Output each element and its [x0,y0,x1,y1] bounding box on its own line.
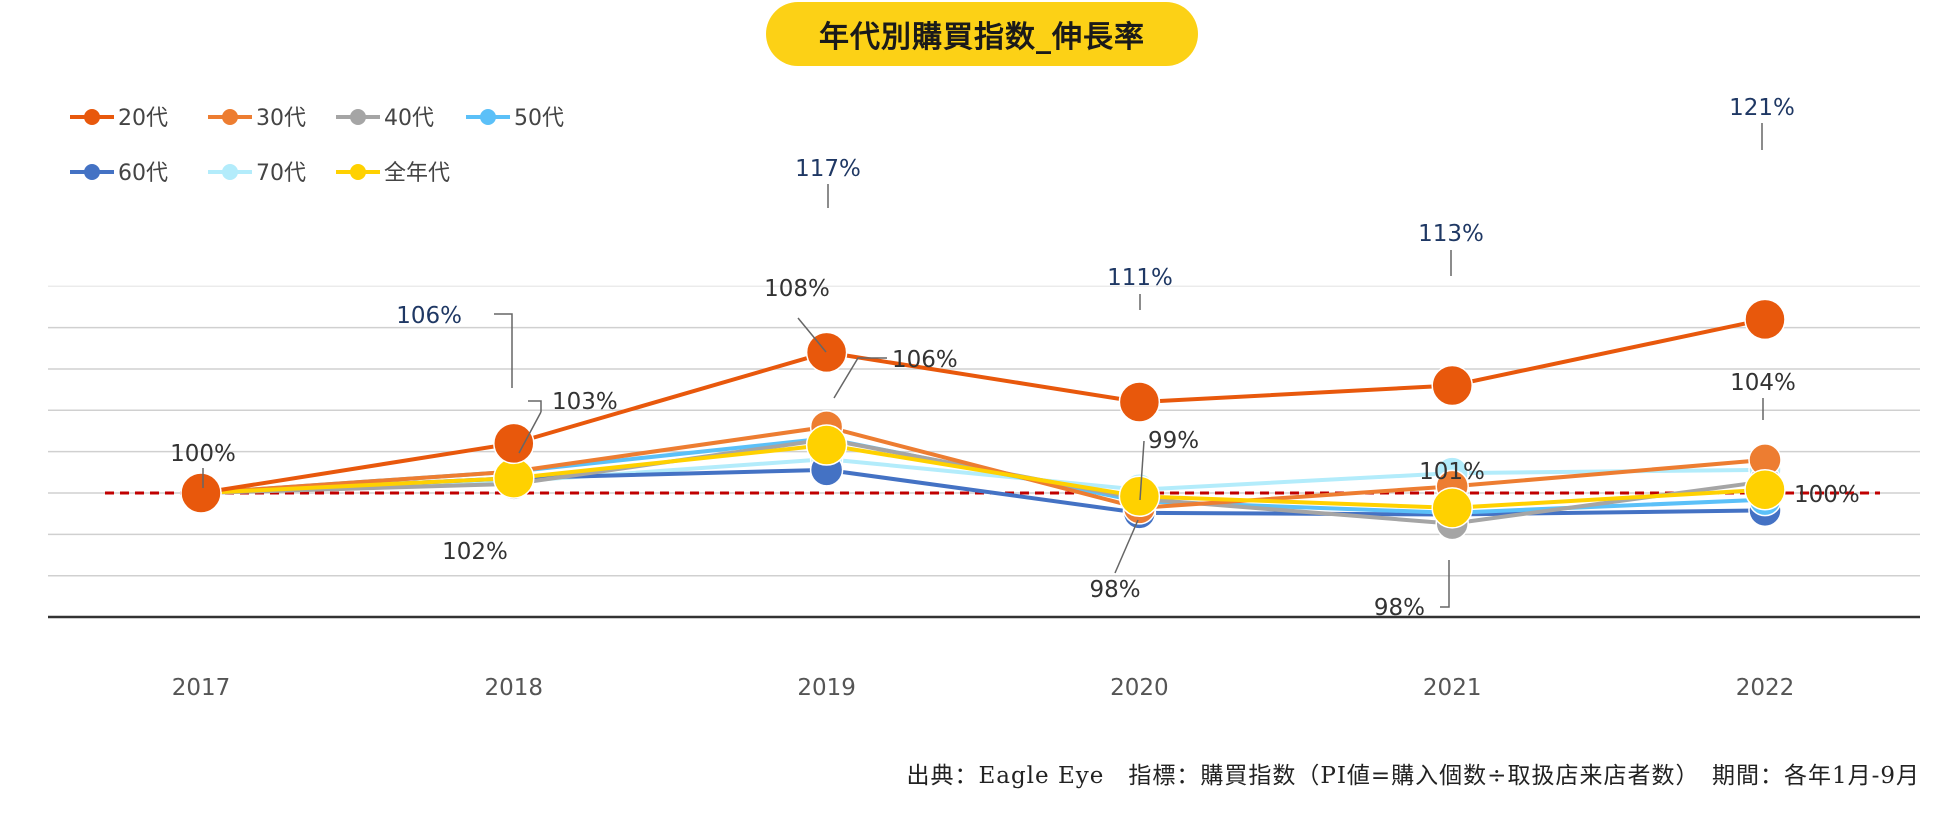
legend-label: 30代 [256,106,306,131]
x-tick-label: 2020 [1110,675,1169,701]
legend-swatch-dot [350,109,366,125]
data-label: 101% [1419,459,1485,485]
legend-label: 60代 [118,161,168,186]
data-label: 103% [552,389,618,415]
data-label-leader [1139,440,1145,501]
legend-label: 20代 [118,106,168,131]
data-label-leader [833,357,887,399]
series-line-30代 [200,424,1766,510]
data-point-20代 [1431,364,1473,407]
legend-swatch-dot [222,109,238,125]
legend-swatch-dot [84,164,100,180]
data-label-leader [494,313,513,388]
data-label: 111% [1107,265,1173,291]
series-line-全年代 [200,443,1766,510]
legend-label: 50代 [514,106,564,131]
data-point-20代 [1744,298,1786,341]
data-label-leader [1440,560,1450,608]
legend-label: 全年代 [384,161,450,186]
series-line-20代 [200,317,1766,495]
data-point-全年代 [1431,487,1473,529]
data-point-20代 [180,472,222,514]
data-label-leader [1114,519,1139,574]
series-line-70代 [200,457,1766,495]
data-label: 113% [1418,221,1484,247]
data-label-leader [528,400,542,412]
legend-swatch-dot [222,164,238,180]
data-point-全年代 [805,424,848,466]
x-tick-label: 2022 [1736,675,1795,701]
source-footer: 出典：Eagle Eye 指標：購買指数（PI値=購入個数÷取扱店来店者数） 期… [906,763,1920,789]
data-point-20代 [1118,381,1161,423]
data-label: 117% [795,156,861,182]
legend-swatch-dot [84,109,100,125]
data-label: 106% [396,303,462,329]
x-tick-label: 2018 [485,675,544,701]
data-label: 121% [1729,95,1795,121]
data-point-20代 [493,422,535,465]
data-label: 104% [1730,370,1796,396]
legend-label: 40代 [384,106,434,131]
data-label: 98% [1374,595,1425,621]
legend-swatch-dot [480,109,496,125]
data-label: 108% [764,276,830,302]
data-point-全年代 [1744,468,1786,511]
data-label: 100% [170,441,236,467]
x-tick-label: 2019 [797,675,856,701]
data-label: 102% [442,539,508,565]
data-label: 106% [892,347,958,373]
data-point-20代 [805,331,848,374]
data-label: 98% [1089,577,1140,603]
x-tick-label: 2017 [172,675,231,701]
legend-label: 70代 [256,161,306,186]
data-label: 99% [1148,428,1199,454]
x-tick-label: 2021 [1423,675,1482,701]
data-label: 100% [1794,482,1860,508]
legend-swatch-dot [350,164,366,180]
data-label-leader [797,317,827,353]
chart-title-pill: 年代別購買指数_伸長率 [766,2,1198,66]
data-label-leader [518,411,542,454]
chart-title: 年代別購買指数_伸長率 [819,20,1145,55]
data-point-全年代 [1118,475,1161,518]
